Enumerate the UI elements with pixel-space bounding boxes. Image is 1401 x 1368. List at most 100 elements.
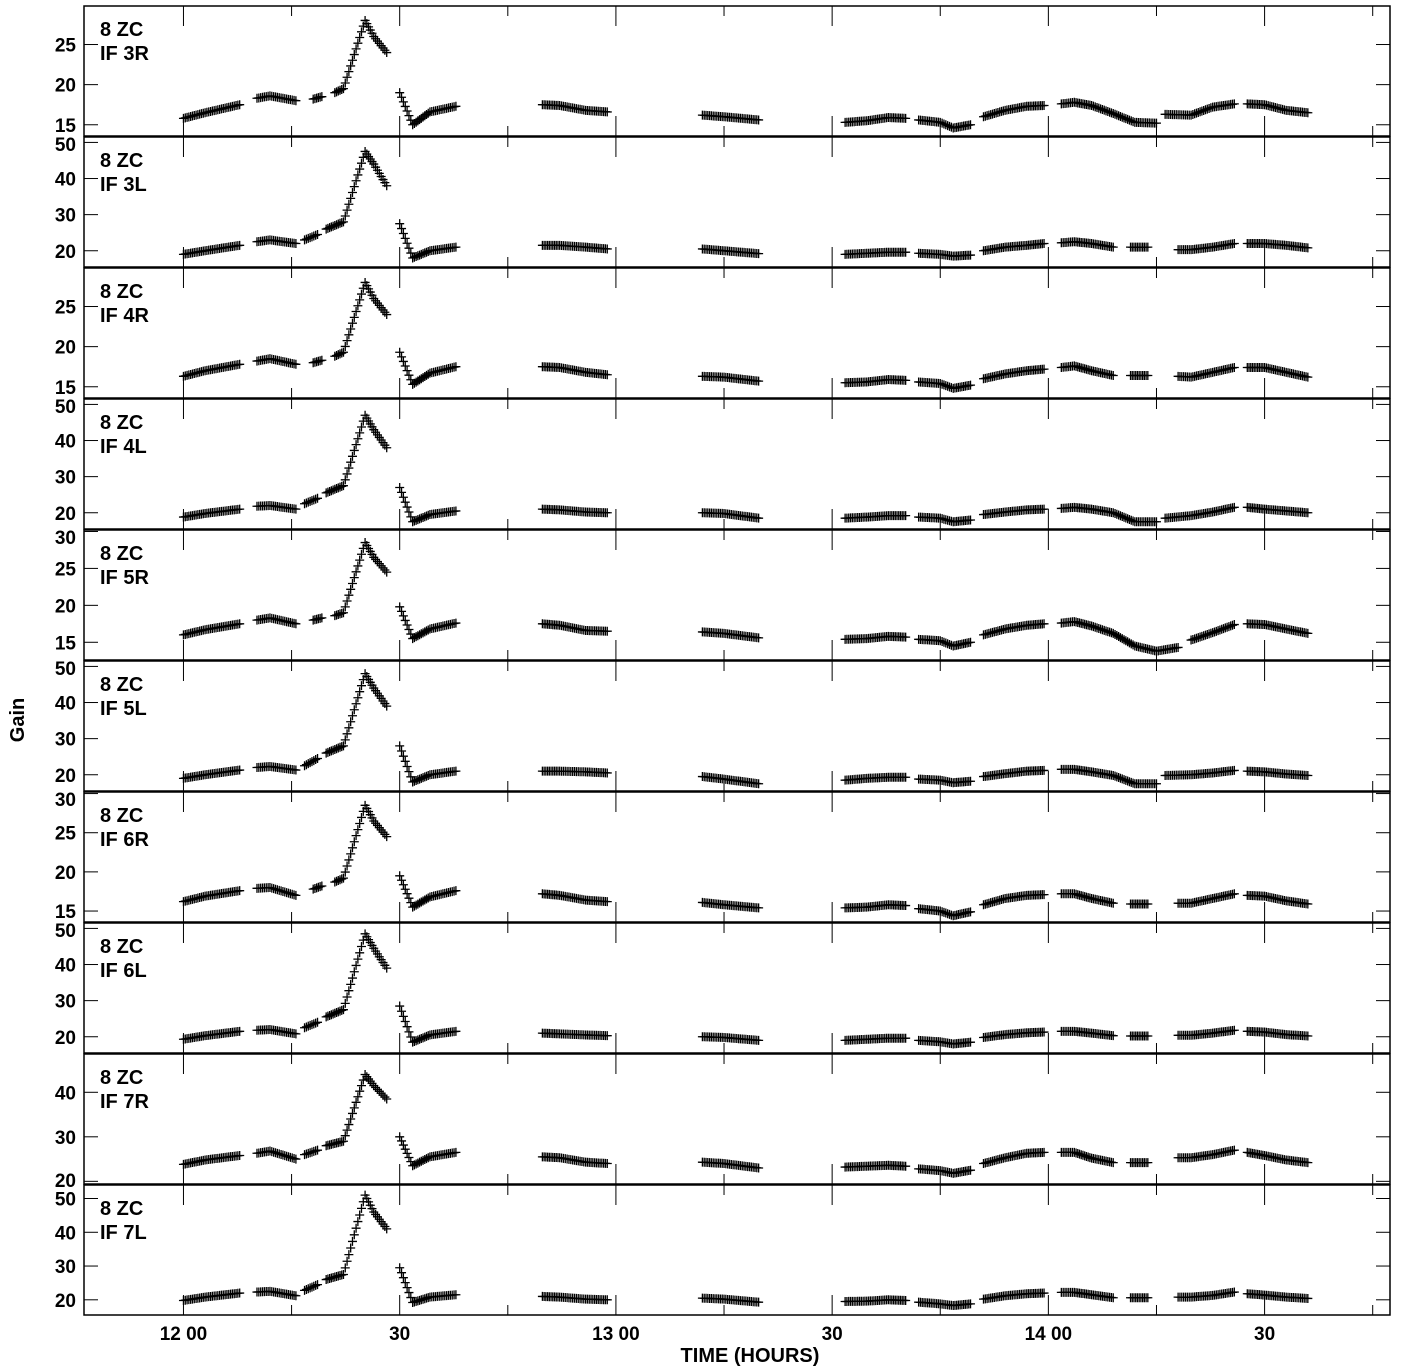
data-point xyxy=(943,909,953,919)
data-point xyxy=(300,761,310,771)
data-point xyxy=(372,557,382,567)
data-point xyxy=(1229,363,1239,373)
data-point xyxy=(943,121,953,131)
panel-source-label: 8 ZC xyxy=(100,150,143,172)
y-tick-label: 30 xyxy=(55,790,76,811)
data-point xyxy=(382,310,392,320)
y-tick-label: 25 xyxy=(55,298,77,319)
y-tick-label: 50 xyxy=(55,135,76,156)
data-point xyxy=(939,637,949,647)
data-point xyxy=(1229,1287,1239,1297)
data-point xyxy=(1229,889,1239,899)
data-point xyxy=(347,1108,357,1118)
data-point xyxy=(376,561,386,571)
data-point xyxy=(402,1148,412,1158)
data-point xyxy=(356,422,366,432)
data-point xyxy=(901,1295,911,1305)
y-tick-label: 40 xyxy=(55,432,76,453)
data-point xyxy=(349,445,359,455)
data-point xyxy=(351,440,361,450)
data-point xyxy=(1108,371,1118,381)
data-point xyxy=(1039,890,1049,900)
data-point xyxy=(338,217,348,227)
y-tick-label: 50 xyxy=(55,921,76,942)
data-point xyxy=(754,249,764,259)
data-point xyxy=(346,324,356,334)
data-point xyxy=(317,881,327,891)
data-point xyxy=(395,602,405,612)
data-point xyxy=(941,908,951,918)
data-point xyxy=(305,1283,315,1293)
data-point xyxy=(966,637,976,647)
data-point xyxy=(344,67,354,77)
data-point xyxy=(369,293,379,303)
data-point xyxy=(395,347,405,357)
data-point xyxy=(300,1023,310,1033)
data-point xyxy=(371,34,381,44)
data-point xyxy=(602,244,612,254)
data-point xyxy=(351,1223,361,1233)
data-point xyxy=(291,239,301,249)
data-point xyxy=(400,361,410,371)
data-point xyxy=(404,1027,414,1037)
data-point xyxy=(374,1086,384,1096)
data-point xyxy=(395,88,405,98)
data-point xyxy=(1173,642,1183,652)
data-point xyxy=(400,884,410,894)
y-tick-label: 20 xyxy=(55,596,76,617)
x-tick-label: 30 xyxy=(822,1324,843,1345)
data-point xyxy=(451,766,461,776)
data-point xyxy=(355,555,365,565)
data-point xyxy=(1108,242,1118,252)
data-point xyxy=(372,36,382,46)
y-tick-label: 30 xyxy=(55,206,76,227)
data-point xyxy=(380,307,390,317)
data-point xyxy=(337,218,347,228)
data-point xyxy=(400,1278,410,1288)
data-point xyxy=(355,819,365,829)
data-point xyxy=(400,615,410,625)
data-point xyxy=(346,849,356,859)
data-point xyxy=(346,1114,356,1124)
data-point xyxy=(344,590,354,600)
data-point xyxy=(402,366,412,376)
data-point xyxy=(901,901,911,911)
data-point xyxy=(602,1295,612,1305)
y-tick-label: 20 xyxy=(55,504,76,525)
data-point xyxy=(313,754,323,763)
data-point xyxy=(754,376,764,386)
data-point xyxy=(1039,504,1049,514)
data-point xyxy=(353,825,363,835)
data-point xyxy=(402,889,412,899)
x-tick-label: 12 00 xyxy=(160,1324,208,1345)
data-point xyxy=(340,735,350,745)
data-point xyxy=(1143,1293,1153,1303)
y-tick-label: 20 xyxy=(55,863,76,884)
data-point xyxy=(1151,118,1161,128)
panel-source-label: 8 ZC xyxy=(100,936,143,958)
data-point xyxy=(937,379,947,389)
data-point xyxy=(344,855,354,865)
data-point xyxy=(344,986,354,996)
data-point xyxy=(451,242,461,252)
data-point xyxy=(901,375,911,385)
data-point xyxy=(941,638,951,648)
y-tick-label: 20 xyxy=(55,1028,76,1049)
data-point xyxy=(1303,108,1313,118)
data-point xyxy=(353,170,363,180)
data-point xyxy=(353,1217,363,1227)
panel-frame xyxy=(83,267,1391,399)
data-point xyxy=(353,434,363,444)
data-point xyxy=(355,1086,365,1096)
data-point xyxy=(382,832,392,842)
data-point xyxy=(307,757,317,767)
panel-stokes-label: IF 4R xyxy=(100,305,149,327)
data-point xyxy=(351,699,361,709)
data-point xyxy=(344,1250,354,1260)
data-point xyxy=(355,1210,365,1220)
data-point xyxy=(340,998,350,1008)
data-point xyxy=(307,1282,317,1292)
data-point xyxy=(941,381,951,391)
